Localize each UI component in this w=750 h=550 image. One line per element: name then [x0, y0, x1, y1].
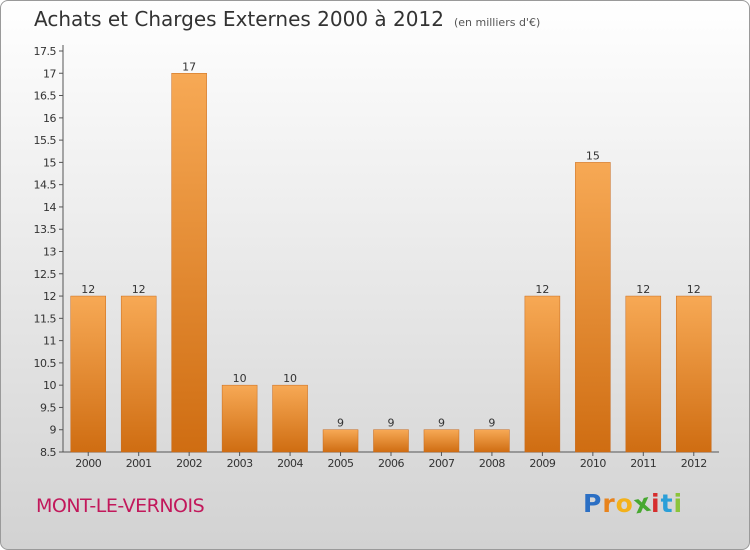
bar-value-label: 15 — [586, 149, 600, 162]
x-tick-label: 2001 — [126, 457, 152, 470]
bar-value-label: 12 — [81, 283, 95, 296]
logo-letter: o — [615, 489, 634, 518]
bar-value-label: 12 — [687, 283, 701, 296]
logo-letter: t — [660, 489, 674, 518]
bar-value-label: 17 — [182, 60, 196, 73]
y-tick-label: 16 — [43, 112, 56, 125]
y-tick-label: 10 — [43, 379, 56, 392]
y-tick-label: 15.5 — [34, 134, 57, 147]
y-tick-label: 10.5 — [34, 357, 57, 370]
bar — [221, 384, 258, 453]
bar — [625, 295, 662, 453]
x-tick-label: 2006 — [378, 457, 404, 470]
y-tick-label: 14.5 — [34, 179, 57, 192]
y-tick-label: 9.5 — [40, 401, 56, 414]
bar-value-label: 9 — [488, 417, 495, 430]
chart-unit: (en milliers d'€) — [453, 16, 541, 29]
bar-value-label: 12 — [636, 283, 650, 296]
bar — [676, 295, 712, 453]
chart-title: Achats et Charges Externes 2000 à 2012 (e… — [34, 7, 540, 31]
logo-letter: i — [651, 489, 661, 518]
bar — [70, 295, 106, 453]
y-tick-label: 11.5 — [34, 312, 57, 325]
y-tick-label: 17.5 — [34, 45, 57, 58]
y-tick-label: 13.5 — [34, 223, 57, 236]
bar — [423, 429, 460, 453]
bar — [524, 295, 561, 453]
logo-letter: i — [673, 489, 684, 518]
x-tick-label: 2005 — [328, 457, 354, 470]
bar — [322, 429, 359, 453]
bar-value-label: 9 — [337, 417, 344, 430]
bar-value-label: 12 — [535, 283, 549, 296]
y-tick-label: 11 — [43, 335, 56, 348]
y-tick-label: 15 — [43, 156, 56, 169]
x-tick-label: 2008 — [479, 457, 505, 470]
bar-value-label: 12 — [132, 283, 146, 296]
x-tick-label: 2002 — [176, 457, 202, 470]
y-tick-label: 12 — [43, 290, 56, 303]
x-tick-label: 2012 — [681, 457, 707, 470]
y-tick-label: 17 — [43, 67, 56, 80]
y-tick-label: 9 — [50, 424, 57, 437]
bar-value-label: 9 — [438, 417, 445, 430]
x-tick-label: 2011 — [630, 457, 656, 470]
y-tick-label: 16.5 — [34, 90, 57, 103]
bar — [171, 73, 207, 453]
bar — [120, 295, 157, 453]
bar — [575, 162, 611, 453]
proxiti-logo: Proxiti — [583, 488, 684, 520]
bar-value-label: 10 — [283, 372, 297, 385]
bar — [272, 384, 308, 453]
logo-letter: r — [602, 489, 616, 518]
x-tick-label: 2000 — [75, 457, 101, 470]
y-tick-label: 14 — [43, 201, 56, 214]
x-tick-label: 2007 — [428, 457, 454, 470]
x-tick-label: 2010 — [580, 457, 606, 470]
y-tick-label: 8.5 — [40, 446, 56, 459]
bar — [474, 429, 510, 453]
y-tick-label: 12.5 — [34, 268, 57, 281]
bar-value-label: 10 — [233, 372, 247, 385]
x-tick-label: 2004 — [277, 457, 303, 470]
x-tick-label: 2003 — [227, 457, 253, 470]
bar — [373, 429, 409, 453]
x-tick-label: 2009 — [529, 457, 555, 470]
y-tick-label: 13 — [43, 246, 56, 259]
logo-letter: P — [583, 489, 603, 518]
town-name: MONT-LE-VERNOIS — [36, 495, 205, 517]
bar-value-label: 9 — [388, 417, 395, 430]
chart-title-text: Achats et Charges Externes 2000 à 2012 — [34, 7, 444, 31]
